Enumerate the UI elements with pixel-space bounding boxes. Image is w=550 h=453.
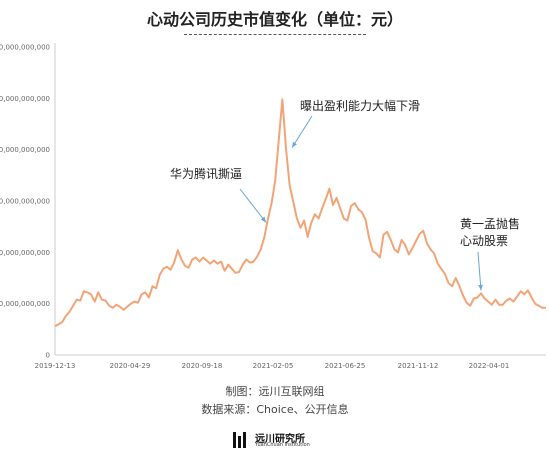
annotation-arrow-huawei	[239, 188, 267, 223]
logo-bars-icon	[233, 432, 249, 448]
annotation-founder-sale-line2: 心动股票	[460, 234, 508, 248]
annotation-profit-decline: 曝出盈利能力大幅下滑	[300, 98, 420, 113]
chart-title: 心动公司历史市值变化（单位：元）	[146, 10, 403, 29]
annotation-arrow-founder	[477, 251, 483, 291]
credit-made-by: 制图：远川互联网组	[225, 385, 325, 398]
x-tick-label: 2020-04-29	[110, 362, 151, 370]
y-tick-label: 0	[46, 352, 50, 360]
title-divider	[184, 34, 366, 35]
annotation-huawei-tencent: 华为腾讯撕逼	[170, 166, 242, 181]
y-tick-label: 30,000,000,000	[0, 198, 50, 206]
market-cap-line	[54, 98, 546, 328]
credit-source: 数据来源：Choice、公开信息	[201, 403, 349, 416]
line-chart: 0 10,000,000,000 20,000,000,000 30,000,000,…	[0, 43, 546, 370]
y-tick-label: 10,000,000,000	[0, 300, 50, 308]
x-tick-label: 2022-04-01	[469, 362, 510, 370]
x-tick-label: 2021-06-25	[325, 362, 366, 370]
y-tick-label: 20,000,000,000	[0, 249, 50, 257]
annotation-founder-sale-line1: 黄一孟抛售	[460, 216, 520, 231]
x-tick-label: 2021-02-05	[253, 362, 294, 370]
x-tick-label: 2020-09-18	[182, 362, 223, 370]
y-tick-label: 50,000,000,000	[0, 95, 50, 103]
y-tick-label: 60,000,000,000	[0, 44, 50, 52]
yuanchuan-logo: 远川研究所 YuanChuan Institution	[233, 430, 343, 452]
y-tick-label: 40,000,000,000	[0, 146, 50, 154]
logo-name: 远川研究所	[255, 434, 305, 445]
logo-subtitle: YuanChuan Institution	[255, 442, 310, 448]
x-tick-label: 2019-12-13	[35, 362, 76, 370]
annotation-arrow-profit	[291, 115, 313, 148]
x-tick-label: 2021-11-12	[398, 362, 439, 370]
